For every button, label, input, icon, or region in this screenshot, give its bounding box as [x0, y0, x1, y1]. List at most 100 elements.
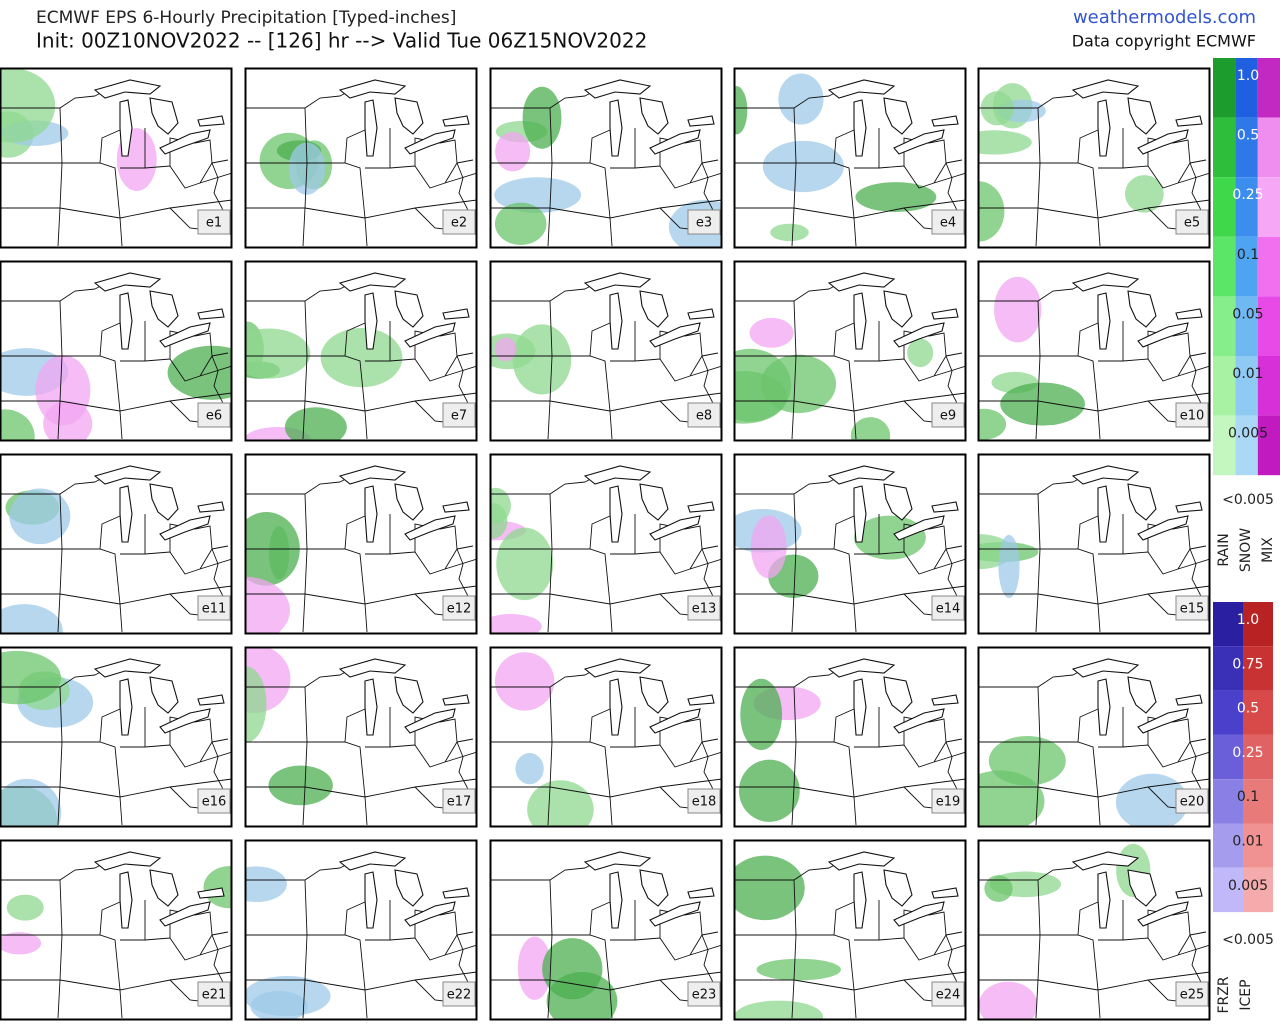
map-panel: e1 — [0, 67, 233, 249]
precip-area — [494, 202, 547, 245]
copyright: Data copyright ECMWF — [1072, 32, 1256, 51]
map-panel: e14 — [733, 453, 967, 635]
legend-level: 0.05 — [1232, 306, 1263, 322]
panel-grid: e1 e2 e3 e4 e5 e6 e7 e8 e9 e10 e11 e12 e13 e14 e15 e16 e… — [0, 67, 1211, 1021]
panel-label: e4 — [940, 216, 956, 231]
legend-swatch — [1243, 646, 1273, 691]
label-box — [442, 402, 476, 428]
panel-border — [0, 646, 233, 828]
precip-area — [43, 400, 93, 441]
legend-swatch — [1243, 734, 1273, 780]
map-area — [245, 68, 477, 248]
legend-swatch — [1243, 602, 1273, 647]
panel-label: e24 — [936, 988, 961, 1003]
precip-area — [0, 68, 56, 143]
panel-label: e1 — [206, 216, 222, 231]
precip-area — [496, 527, 554, 601]
precip-area — [546, 971, 618, 1020]
precip-area — [750, 515, 787, 579]
panel-border — [977, 260, 1211, 442]
precip-area — [734, 86, 748, 135]
legend-level: 0.005 — [1228, 878, 1268, 894]
precip-area — [167, 345, 232, 400]
map-panel: e8 — [489, 260, 723, 442]
legend-below: <0.005 — [1222, 492, 1274, 508]
precip-area — [850, 417, 891, 441]
panel-border — [977, 67, 1211, 249]
map-panel: e2 — [244, 67, 478, 249]
panel-label: e10 — [1180, 409, 1205, 424]
legend-swatch — [1257, 58, 1280, 118]
precip-area — [0, 650, 61, 705]
map-area — [734, 261, 966, 441]
label-box — [687, 209, 721, 235]
panel-border — [977, 839, 1211, 1021]
title: ECMWF EPS 6-Hourly Precipitation [Typed-… — [36, 8, 456, 28]
panel-label: e7 — [451, 409, 467, 424]
legend-swatch — [1257, 117, 1280, 178]
label-box — [442, 788, 476, 814]
panel-border — [0, 839, 233, 1021]
label-box — [931, 981, 965, 1007]
panel-border — [244, 453, 478, 635]
precip-area — [998, 534, 1020, 599]
map-panel: e23 — [489, 839, 723, 1021]
label-box — [442, 209, 476, 235]
map-panel: e13 — [489, 453, 723, 635]
legend-swatch — [1257, 356, 1280, 416]
label-box — [1175, 595, 1209, 621]
map-panel: e12 — [244, 453, 478, 635]
map-area — [490, 454, 722, 634]
panel-label: e9 — [940, 409, 956, 424]
label-box — [1175, 402, 1209, 428]
map-area — [0, 840, 232, 1020]
legend-swatch — [1243, 867, 1273, 913]
panel-label: e20 — [1180, 795, 1205, 810]
map-area — [490, 647, 722, 827]
panel-border — [733, 67, 967, 249]
legend-level: 0.1 — [1237, 789, 1259, 805]
precip-area — [738, 759, 800, 822]
precip-area — [740, 678, 783, 751]
legend-swatch — [1213, 58, 1236, 118]
map-area — [978, 647, 1210, 827]
map-area — [0, 454, 232, 634]
panel-border — [977, 646, 1211, 828]
panel-label: e3 — [696, 216, 712, 231]
precip-area — [245, 576, 291, 634]
map-panel: e21 — [0, 839, 233, 1021]
map-area — [0, 261, 232, 441]
precip-area — [978, 408, 1007, 440]
precip-area — [6, 894, 44, 921]
map-panel: e5 — [977, 67, 1211, 249]
precip-area — [490, 487, 511, 524]
panel-label: e18 — [692, 795, 717, 810]
label-box — [1175, 981, 1209, 1007]
legend-swatch — [1257, 415, 1280, 476]
panel-border — [977, 453, 1211, 635]
panel-border — [733, 453, 967, 635]
precip-area — [250, 991, 308, 1020]
panel-label: e22 — [447, 988, 472, 1003]
panel-label: e12 — [447, 602, 472, 617]
legend-swatch — [1213, 602, 1243, 647]
panel-label: e14 — [936, 602, 961, 617]
label-box — [442, 981, 476, 1007]
panel-label: e6 — [206, 409, 222, 424]
map-panel: e20 — [977, 646, 1211, 828]
legend-swatch — [1213, 415, 1236, 476]
map-area — [0, 68, 232, 248]
panel-border — [244, 839, 478, 1021]
subtitle: Init: 00Z10NOV2022 -- [126] hr --> Valid… — [36, 29, 647, 53]
map-panel: e15 — [977, 453, 1211, 635]
map-area — [245, 647, 477, 827]
legend-swatch — [1235, 415, 1258, 476]
panel-border — [733, 260, 967, 442]
legend-type: FRZR — [1216, 976, 1232, 1013]
panel-label: e25 — [1180, 988, 1205, 1003]
map-area — [978, 261, 1210, 441]
legend-swatch — [1213, 734, 1243, 780]
legend-level: 0.1 — [1237, 247, 1259, 263]
